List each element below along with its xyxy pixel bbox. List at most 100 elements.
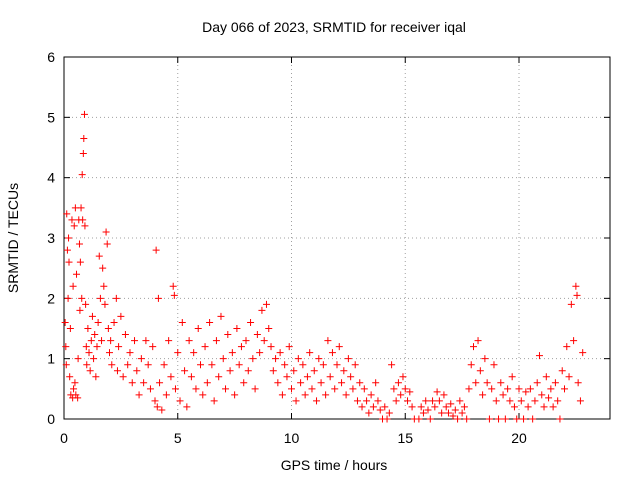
data-point — [126, 349, 134, 357]
data-point — [561, 385, 568, 393]
data-point — [476, 367, 484, 375]
data-point — [513, 415, 521, 423]
data-point — [178, 318, 186, 326]
data-point — [146, 385, 154, 393]
data-point — [401, 385, 409, 393]
data-point — [66, 325, 74, 332]
data-point — [74, 394, 82, 402]
data-point — [78, 294, 86, 302]
data-point — [84, 325, 92, 332]
data-point — [224, 331, 232, 339]
grid — [64, 57, 610, 419]
data-point — [579, 349, 587, 357]
data-point — [169, 282, 177, 290]
data-point — [70, 222, 78, 230]
data-point — [335, 343, 343, 351]
data-point — [74, 355, 82, 363]
data-point — [88, 312, 96, 320]
data-point — [201, 343, 209, 351]
data-point — [492, 397, 500, 405]
data-point — [504, 385, 512, 393]
data-point — [68, 216, 76, 224]
data-point — [228, 349, 236, 357]
data-point — [574, 379, 582, 387]
x-axis-label: GPS time / hours — [281, 457, 388, 473]
data-point — [363, 397, 371, 405]
data-point — [253, 331, 261, 339]
data-point — [64, 294, 72, 302]
data-point — [79, 150, 87, 158]
data-point — [249, 355, 257, 363]
data-point — [131, 337, 139, 345]
data-point — [149, 343, 157, 351]
data-point — [481, 355, 489, 363]
data-point — [331, 385, 339, 393]
data-point — [93, 343, 101, 351]
data-point — [153, 403, 161, 411]
data-point — [192, 385, 200, 393]
data-point — [526, 385, 534, 393]
data-point — [488, 385, 496, 393]
data-point — [353, 397, 361, 405]
data-point — [495, 415, 503, 423]
data-point — [474, 337, 482, 345]
data-point — [435, 397, 443, 405]
data-point — [567, 300, 575, 308]
data-point — [340, 367, 348, 375]
data-point — [176, 397, 184, 405]
data-point — [100, 282, 108, 290]
data-point — [181, 367, 189, 375]
data-point — [137, 355, 145, 363]
data-point — [508, 373, 516, 381]
data-point — [96, 294, 104, 302]
data-point — [290, 367, 298, 375]
data-point — [349, 385, 357, 393]
data-point — [152, 246, 160, 254]
data-point — [199, 391, 207, 399]
data-point — [301, 391, 309, 399]
data-point — [576, 397, 584, 405]
data-point — [356, 379, 364, 387]
data-point — [297, 379, 305, 387]
data-point — [458, 409, 466, 417]
data-point — [333, 361, 341, 369]
data-point — [563, 343, 571, 351]
chart-title: Day 066 of 2023, SRMTID for receiver iqa… — [202, 19, 466, 35]
data-point — [217, 312, 225, 320]
data-point — [174, 349, 182, 357]
data-point — [438, 409, 446, 417]
data-point — [306, 349, 314, 357]
data-point — [442, 403, 450, 411]
data-point — [265, 325, 273, 332]
data-point — [101, 300, 109, 308]
data-point — [251, 385, 259, 393]
data-point — [162, 391, 170, 399]
data-point — [547, 385, 555, 393]
data-point — [244, 367, 252, 375]
data-point — [262, 300, 270, 308]
data-point — [372, 379, 380, 387]
data-point — [160, 361, 168, 369]
data-point — [515, 385, 523, 393]
data-point — [83, 361, 91, 369]
data-point — [187, 373, 195, 381]
data-point — [390, 385, 398, 393]
data-point — [324, 337, 332, 345]
data-point — [65, 234, 73, 242]
data-point — [322, 391, 330, 399]
data-point — [470, 343, 477, 351]
data-point — [140, 379, 148, 387]
data-point — [272, 355, 280, 363]
data-point — [317, 379, 325, 387]
data-point — [510, 403, 518, 411]
data-point — [61, 318, 69, 326]
data-point — [417, 403, 425, 411]
data-point — [91, 331, 99, 339]
data-point — [94, 318, 102, 326]
data-point — [449, 412, 457, 420]
y-axis-label: SRMTID / TECUs — [5, 183, 21, 293]
data-point — [66, 373, 74, 381]
data-point — [104, 325, 112, 332]
data-point — [256, 349, 264, 357]
